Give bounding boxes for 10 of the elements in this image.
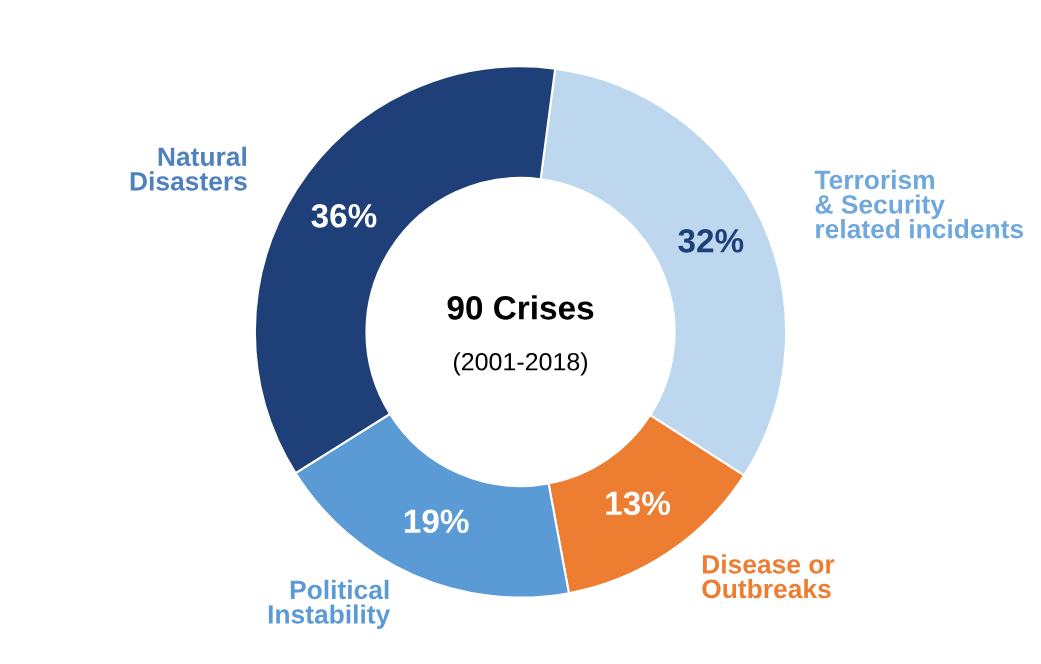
data-label: 32% <box>678 229 744 253</box>
text: (2001-2018) <box>453 352 588 376</box>
data-label: 36% <box>311 203 377 228</box>
slice-label: Disease or Outbreaks <box>702 554 835 599</box>
data-label: 19% <box>404 509 469 534</box>
text: 90 Crises <box>447 295 594 320</box>
slice-label: Natural Disasters <box>130 146 247 191</box>
slice-label: Political Instability <box>268 579 391 629</box>
slice-label: Terrorism & Security related incidents <box>814 169 1024 239</box>
data-label: 13% <box>606 491 671 516</box>
